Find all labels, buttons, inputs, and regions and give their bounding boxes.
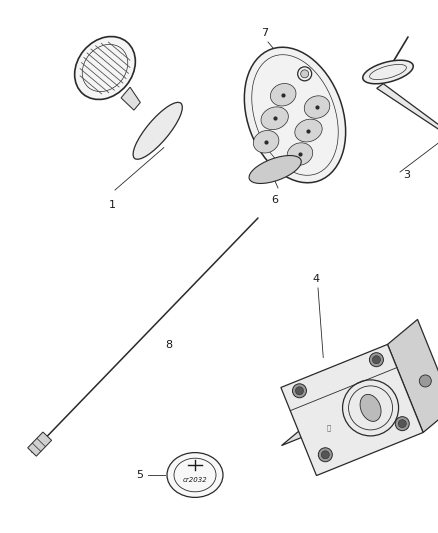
Ellipse shape <box>304 96 330 118</box>
Ellipse shape <box>253 131 279 153</box>
Circle shape <box>300 70 309 78</box>
Ellipse shape <box>363 60 413 84</box>
Polygon shape <box>121 87 140 110</box>
Ellipse shape <box>167 453 223 497</box>
Circle shape <box>296 387 304 395</box>
Text: 6: 6 <box>272 195 279 205</box>
Circle shape <box>318 448 332 462</box>
Text: 8: 8 <box>165 340 172 350</box>
Polygon shape <box>377 84 438 139</box>
Ellipse shape <box>261 107 288 130</box>
Polygon shape <box>281 344 423 475</box>
Polygon shape <box>28 432 52 456</box>
Circle shape <box>398 419 406 427</box>
Ellipse shape <box>249 156 301 183</box>
Circle shape <box>372 356 381 364</box>
Ellipse shape <box>270 84 296 106</box>
Text: 7: 7 <box>261 28 268 38</box>
Text: 3: 3 <box>403 170 410 180</box>
Ellipse shape <box>74 37 135 100</box>
Polygon shape <box>282 377 418 446</box>
Circle shape <box>321 451 329 459</box>
Polygon shape <box>388 319 438 432</box>
Text: 1: 1 <box>109 200 116 210</box>
Circle shape <box>369 353 383 367</box>
Text: 4: 4 <box>312 274 320 284</box>
Ellipse shape <box>244 47 346 183</box>
Ellipse shape <box>133 102 182 159</box>
Text: 🔑: 🔑 <box>327 425 331 431</box>
Ellipse shape <box>360 394 381 422</box>
Text: 5: 5 <box>136 470 143 480</box>
Ellipse shape <box>295 119 322 142</box>
Circle shape <box>419 375 431 387</box>
Circle shape <box>293 384 307 398</box>
Circle shape <box>395 417 409 431</box>
Text: cr2032: cr2032 <box>183 477 207 483</box>
Ellipse shape <box>287 143 313 165</box>
